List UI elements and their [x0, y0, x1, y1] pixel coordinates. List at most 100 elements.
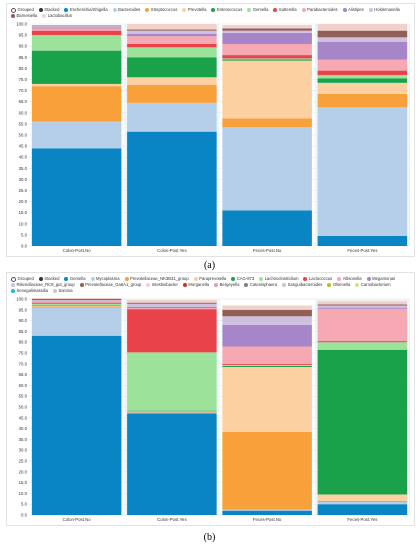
legend-item-olsenella[interactable]: Olsenella: [327, 282, 350, 288]
legend-item-senegalimassilia[interactable]: Senegalimassilia: [11, 288, 48, 294]
bar-segment-barnesiella-feces-post-no[interactable]: [222, 28, 312, 31]
bar-segment-gemella-colon-post-yes[interactable]: [127, 47, 217, 58]
bar-segment-bacteroides-feces-post-yes[interactable]: [317, 107, 408, 237]
legend-item-gemella[interactable]: Gemella: [247, 7, 268, 13]
bar-segment-lactococcus-feces-post-yes[interactable]: [317, 341, 408, 343]
bar-segment-alistipes-feces-post-no[interactable]: [222, 32, 312, 44]
bar-segment-lactobacillus-feces-post-yes[interactable]: [317, 24, 408, 31]
bar-segment-rikenellaceae-rc9-gut-group-feces-post-yes[interactable]: [317, 305, 408, 308]
bar-segment-rikenellaceae-rc9-gut-group-feces-post-no[interactable]: [222, 316, 312, 325]
bar-segment-mycoplasma-feces-post-yes[interactable]: [317, 502, 408, 505]
bar-segment-lactococcus-colon-post-yes[interactable]: [127, 309, 217, 353]
bar-segment-prevotella-colon-post-no[interactable]: [31, 83, 122, 87]
legend-item-allisonella[interactable]: Allisonella: [337, 276, 362, 282]
bar-segment-prevotellaceae-ga6a1-group-feces-post-yes[interactable]: [317, 304, 408, 306]
legend-item-streptococcus[interactable]: Streptococcus: [145, 7, 177, 13]
bar-segment-mycoplasma-feces-post-no[interactable]: [222, 509, 312, 511]
legend-item-sutterella[interactable]: Sutterella: [273, 7, 297, 13]
bar-segment-escherichia-shigella-feces-post-no[interactable]: [222, 210, 312, 246]
bar-segment-lachnoclostridium-feces-post-yes[interactable]: [317, 342, 408, 350]
mode-stacked-toggle[interactable]: Stacked: [38, 276, 59, 282]
bar-segment-lactobacillus-colon-post-yes[interactable]: [127, 24, 217, 30]
bar-segment-alistipes-feces-post-yes[interactable]: [317, 41, 408, 60]
bar-segment-gemella-colon-post-no[interactable]: [31, 35, 122, 51]
bar-segment-prevotellaceae-nk3b31-group-colon-post-no[interactable]: [31, 306, 122, 308]
bar-segment-cag-873-feces-post-no[interactable]: [222, 365, 312, 368]
bar-segment-intestinibacter-colon-post-no[interactable]: [31, 297, 122, 299]
bar-segment-cag-873-colon-post-no[interactable]: [31, 304, 122, 306]
bar-segment-streptococcus-colon-post-yes[interactable]: [127, 85, 217, 103]
legend-item-lactobacillus[interactable]: Lactobacillus: [42, 13, 72, 19]
legend-item-alistipes[interactable]: Alistipes: [342, 7, 364, 13]
bar-segment-sutterella-feces-post-no[interactable]: [222, 55, 312, 59]
bar-segment-allisonella-feces-post-no[interactable]: [222, 346, 312, 364]
bar-segment-prevotellaceae-ga6a1-group-feces-post-no[interactable]: [222, 309, 312, 317]
bar-segment-lachnoclostridium-colon-post-yes[interactable]: [127, 352, 217, 411]
bar-segment-bacteroides-colon-post-yes[interactable]: [127, 102, 217, 132]
legend-item-catenisphaera[interactable]: Catenisphaera: [244, 282, 277, 288]
legend-item-holdemanella[interactable]: Holdemanella: [368, 7, 400, 13]
legend-item-barnesiella[interactable]: Barnesiella: [11, 13, 37, 19]
bar-segment-mycoplasma-colon-post-yes[interactable]: [127, 412, 217, 414]
legend-item-lactococcus[interactable]: Lactococcus: [303, 276, 332, 282]
legend-item-sarcina[interactable]: Sarcina: [52, 288, 73, 294]
bar-segment-holdemanella-feces-post-no[interactable]: [222, 30, 312, 33]
bar-segment-prevotellaceae-ga6a1-group-colon-post-no[interactable]: [31, 299, 122, 301]
bar-segment-lactococcus-colon-post-no[interactable]: [31, 302, 122, 304]
bar-segment-streptococcus-feces-post-no[interactable]: [222, 118, 312, 128]
bar-segment-streptococcus-colon-post-no[interactable]: [31, 86, 122, 122]
bar-segment-gemella-feces-post-yes[interactable]: [317, 75, 408, 79]
bar-segment-lachnoclostridium-colon-post-no[interactable]: [31, 303, 122, 305]
bar-segment-enterococcus-colon-post-yes[interactable]: [127, 57, 217, 78]
bar-segment-barnesiella-colon-post-no[interactable]: [31, 25, 122, 27]
bar-segment-lachnoclostridium-feces-post-no[interactable]: [222, 364, 312, 366]
bar-segment-bacteroides-colon-post-no[interactable]: [31, 121, 122, 149]
bar-segment-paraprevotella-feces-post-yes[interactable]: [317, 494, 408, 501]
bar-segment-intestinibacter-feces-post-yes[interactable]: [317, 301, 408, 305]
bar-segment-holdemanella-colon-post-yes[interactable]: [127, 30, 217, 34]
legend-item-gemella[interactable]: Gemella: [64, 276, 86, 282]
bar-segment-prevotellaceae-nk3b31-group-feces-post-yes[interactable]: [317, 500, 408, 503]
bar-segment-paraprevotella-feces-post-no[interactable]: [222, 367, 312, 432]
mode-grouped-toggle[interactable]: Grouped: [11, 276, 34, 282]
bar-segment-escherichia-shigella-feces-post-yes[interactable]: [317, 236, 408, 246]
bar-segment-escherichia-shigella-colon-post-yes[interactable]: [127, 131, 217, 246]
bar-segment-mycoplasma-colon-post-no[interactable]: [31, 307, 122, 336]
legend-item-bacteroides[interactable]: Bacteroides: [112, 7, 140, 13]
legend-item-intestinibacter[interactable]: Intestinibacter: [146, 282, 178, 288]
legend-item-rikenellaceae-rc9-gut-group[interactable]: Rikenellaceae_RC9_gut_group: [11, 282, 75, 288]
legend-item-prevotella[interactable]: Prevotella: [182, 7, 206, 13]
bar-segment-cag-873-colon-post-yes[interactable]: [127, 410, 217, 412]
legend-item-bergeyella[interactable]: Bergeyella: [214, 282, 239, 288]
bar-segment-gemella-feces-post-yes[interactable]: [317, 504, 408, 515]
legend-item-prevotellaceae-nk3b31-group[interactable]: Prevotellaceae_NK3B31_group: [124, 276, 189, 282]
bar-segment-megamonas-feces-post-no[interactable]: [222, 324, 312, 347]
bar-segment-rikenellaceae-rc9-gut-group-colon-post-yes[interactable]: [127, 303, 217, 307]
bar-segment-allisonella-feces-post-yes[interactable]: [317, 308, 408, 342]
bar-segment-megamonas-colon-post-yes[interactable]: [127, 306, 217, 309]
legend-item-cag-873[interactable]: CAG-873: [231, 276, 254, 282]
bar-segment-prevotellaceae-nk3b31-group-feces-post-no[interactable]: [222, 431, 312, 510]
bar-segment-parabacteroides-feces-post-yes[interactable]: [317, 59, 408, 71]
bar-segment-intestinibacter-colon-post-yes[interactable]: [127, 300, 217, 303]
bar-segment-paraprevotella-colon-post-no[interactable]: [31, 305, 122, 307]
bar-segment-alistipes-colon-post-yes[interactable]: [127, 33, 217, 37]
bar-segment-lactobacillus-feces-post-no[interactable]: [222, 25, 312, 29]
legend-item-mycoplasma[interactable]: Mycoplasma: [90, 276, 120, 282]
legend-item-parabacteroides[interactable]: Parabacteroides: [301, 7, 338, 13]
bar-segment-allisonella-colon-post-no[interactable]: [31, 301, 122, 303]
mode-stacked-toggle[interactable]: Stacked: [38, 7, 59, 13]
bar-segment-gemella-colon-post-no[interactable]: [31, 335, 122, 515]
bar-segment-lactococcus-feces-post-no[interactable]: [222, 363, 312, 365]
legend-item-morganella[interactable]: Morganella: [182, 282, 209, 288]
bar-segment-sutterella-colon-post-no[interactable]: [31, 30, 122, 36]
bar-segment-escherichia-shigella-colon-post-no[interactable]: [31, 148, 122, 246]
bar-segment-gemella-feces-post-no[interactable]: [222, 510, 312, 515]
bar-segment-parabacteroides-colon-post-no[interactable]: [31, 28, 122, 31]
bar-segment-alistipes-colon-post-no[interactable]: [31, 27, 122, 29]
legend-item-carnobacterium[interactable]: Carnobacterium: [355, 282, 391, 288]
mode-grouped-toggle[interactable]: Grouped: [11, 7, 34, 13]
bar-segment-holdemanella-feces-post-yes[interactable]: [317, 37, 408, 42]
bar-segment-sutterella-colon-post-yes[interactable]: [127, 43, 217, 48]
legend-item-megamonas[interactable]: Megamonas: [366, 276, 395, 282]
